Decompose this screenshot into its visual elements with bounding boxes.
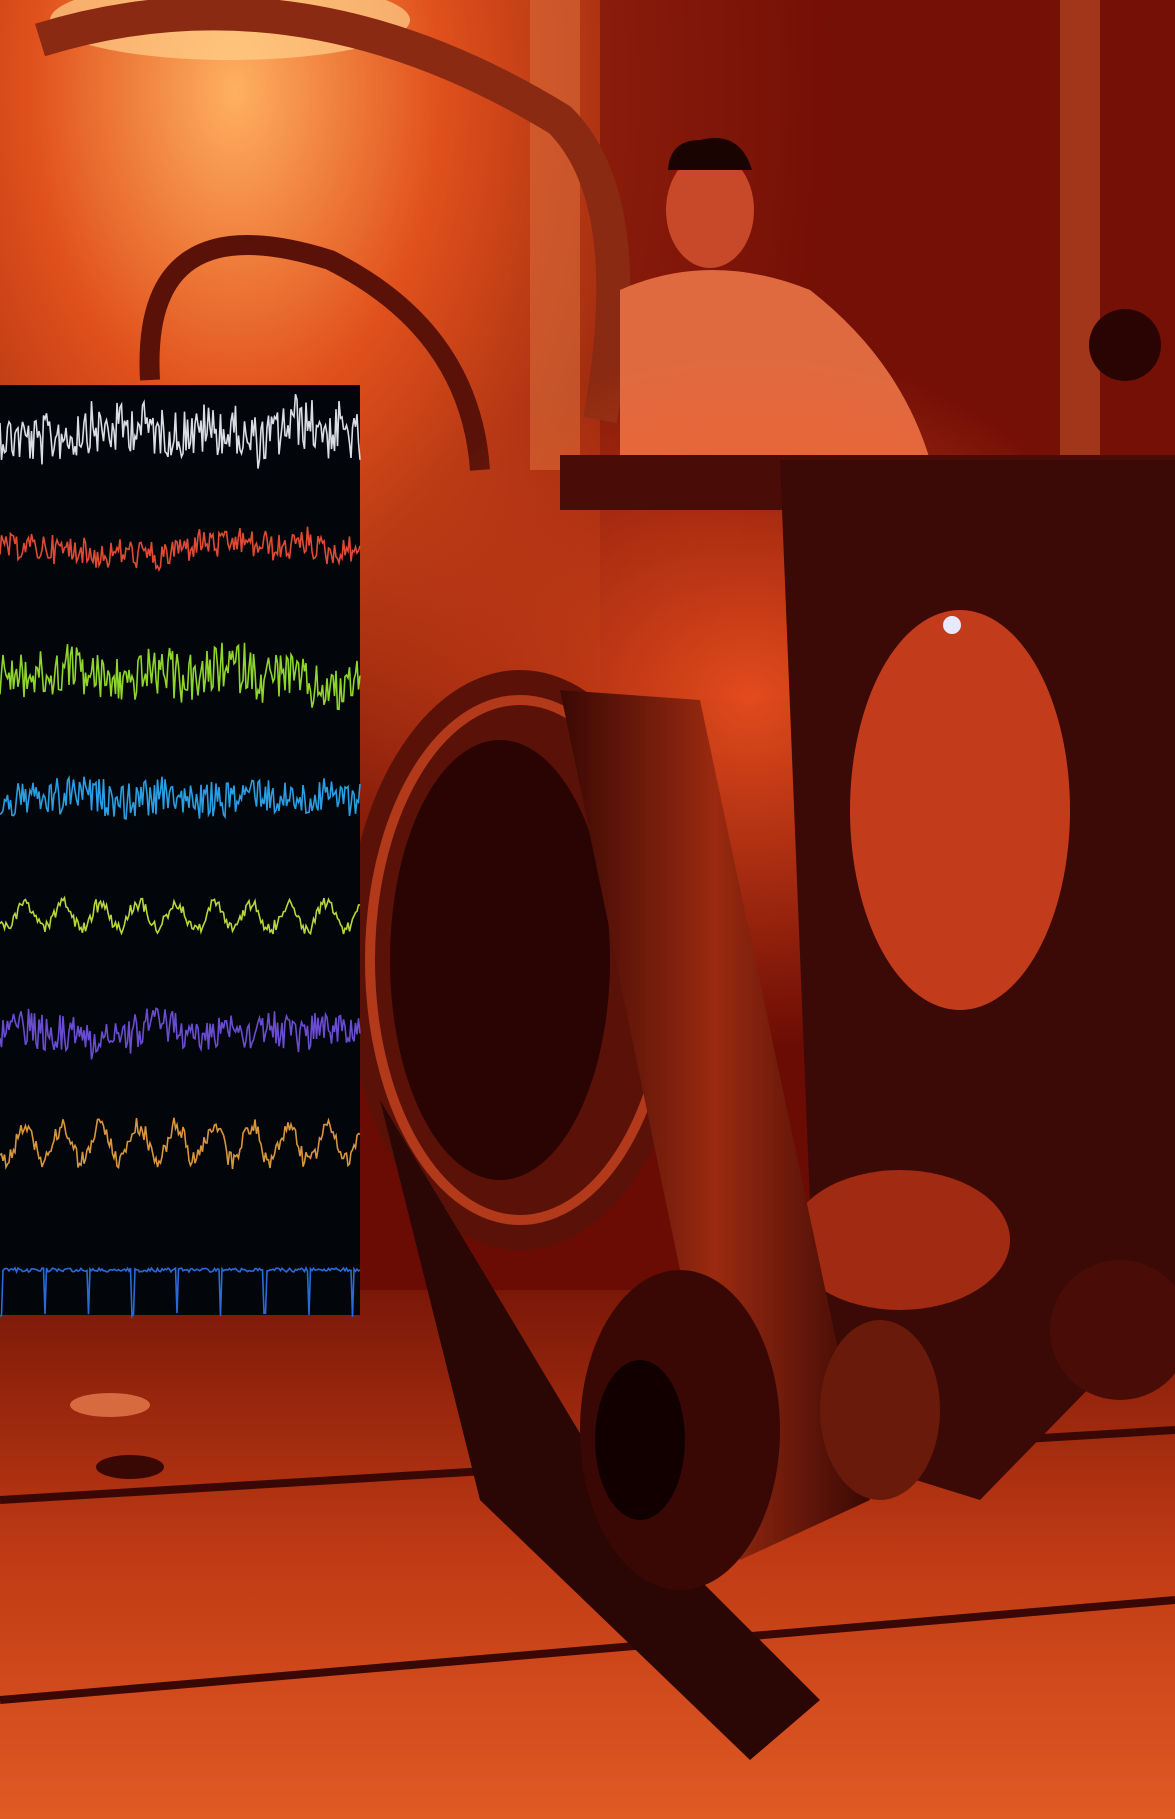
page: {"traces": [ {"color": "#dcdce6"}, {"col… xyxy=(0,0,1175,1819)
light xyxy=(943,616,961,634)
photo xyxy=(0,0,1175,1819)
floor-hole xyxy=(96,1455,164,1479)
signal-inset xyxy=(0,385,360,1315)
frame-post xyxy=(1060,0,1100,470)
floor-hole xyxy=(70,1393,150,1417)
frame-window xyxy=(850,610,1070,1010)
gauge xyxy=(1089,309,1161,381)
